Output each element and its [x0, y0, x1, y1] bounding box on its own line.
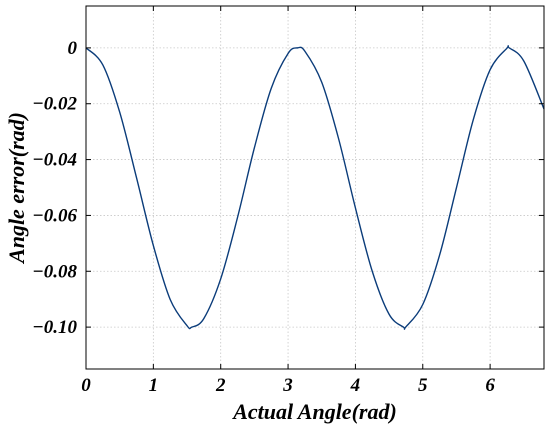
y-tick-label: −0.04 — [32, 150, 77, 171]
series-layer — [85, 45, 545, 330]
x-tick-label: 1 — [149, 375, 159, 396]
x-axis-title: Actual Angle(rad) — [231, 399, 397, 424]
x-tick-label: 6 — [485, 375, 495, 396]
x-tick-label: 2 — [215, 375, 226, 396]
y-tick-label: −0.08 — [32, 261, 77, 282]
x-tick-label: 4 — [350, 375, 361, 396]
y-tick-label: −0.10 — [32, 317, 77, 338]
plot-frame — [85, 5, 545, 370]
y-tick-label: −0.02 — [32, 94, 77, 115]
x-tick-label: 5 — [418, 375, 428, 396]
tick-marks — [85, 6, 544, 369]
y-axis-title: Angle error(rad) — [4, 112, 29, 265]
series-line — [85, 45, 545, 330]
x-tick-label: 3 — [282, 375, 293, 396]
x-tick-label: 0 — [81, 375, 91, 396]
grid-lines — [86, 6, 544, 369]
plot-background — [86, 6, 544, 369]
y-tick-label: 0 — [68, 38, 78, 59]
y-tick-label: −0.06 — [32, 205, 77, 226]
tick-labels: 0 1 2 3 4 5 6 0 −0.02 −0.04 −0.06 −0.08 −0.10 — [32, 38, 495, 396]
